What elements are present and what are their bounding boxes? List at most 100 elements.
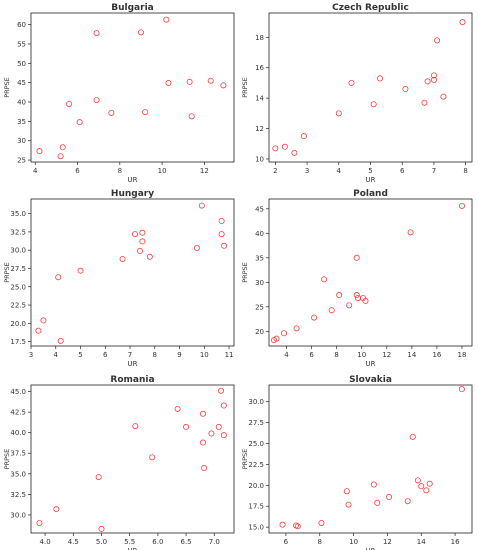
- data-point: [281, 143, 288, 150]
- data-point: [279, 521, 286, 528]
- data-point: [149, 454, 156, 461]
- data-point: [215, 423, 222, 430]
- y-tick-label: 35.0: [10, 470, 26, 478]
- y-tick-label: 40: [255, 230, 264, 238]
- data-point: [218, 231, 225, 238]
- y-tick-label: 35.0: [10, 210, 26, 218]
- plot-frame: [30, 12, 235, 163]
- y-tick-label: 22.5: [10, 302, 26, 310]
- x-tick-label: 4.0: [40, 538, 51, 546]
- plot-frame: [30, 384, 235, 534]
- data-point: [291, 149, 298, 156]
- x-axis-label: UR: [366, 176, 376, 184]
- y-tick-label: 45: [255, 205, 264, 213]
- data-point: [321, 276, 328, 283]
- x-tick-label: 12: [200, 167, 209, 175]
- data-point: [336, 292, 343, 299]
- chart-panel-5: Slovakia 6 8 10 12 14 16 15.0 17.5 20.0 22.5 25.0 27…: [241, 375, 473, 550]
- data-point: [163, 16, 170, 23]
- x-tick-label: 12: [383, 538, 392, 546]
- data-point: [220, 402, 227, 409]
- data-point: [345, 501, 352, 508]
- y-tick-label: 35: [255, 254, 264, 262]
- data-point: [36, 520, 43, 527]
- data-point: [57, 337, 64, 344]
- x-tick-label: 4: [284, 351, 289, 359]
- data-point: [93, 97, 100, 104]
- y-tick-label: 22.5: [248, 461, 264, 469]
- data-point: [423, 487, 430, 494]
- data-point: [201, 465, 208, 472]
- y-tick-label: 10: [255, 155, 264, 163]
- data-point: [208, 430, 215, 437]
- data-point: [402, 86, 409, 93]
- y-tick-label: 32.5: [10, 491, 26, 499]
- data-point: [221, 242, 228, 249]
- x-tick-label: 5.0: [96, 538, 107, 546]
- x-tick-label: 7.0: [209, 538, 220, 546]
- data-point: [318, 519, 325, 526]
- data-point: [430, 72, 437, 79]
- data-point: [424, 78, 431, 85]
- chart-title: Slovakia: [349, 375, 392, 385]
- x-tick-label: 4: [337, 167, 342, 175]
- x-tick-label: 8: [118, 167, 122, 175]
- y-tick-label: 37.5: [10, 450, 26, 458]
- y-axis-label: PRPSE: [241, 449, 249, 470]
- data-point: [207, 77, 214, 84]
- y-tick-label: 30: [255, 279, 264, 287]
- y-axis-label: PRPSE: [241, 262, 249, 283]
- plot-frame: [268, 12, 473, 163]
- data-point: [40, 317, 47, 324]
- data-point: [353, 292, 360, 299]
- data-point: [53, 506, 60, 513]
- data-point: [132, 423, 139, 430]
- x-tick-label: 16: [432, 351, 441, 359]
- chart-panel-4: Romania 4.0 4.5 5.0 5.5 6.0 6.5 7.0 30.0 32.5 35.0…: [3, 375, 235, 550]
- y-tick-label: 40.0: [10, 429, 26, 437]
- chart-panel-1: Czech Republic 2 3 4 5 6 7 8 10 12 14 16 18 UR PRPSE: [241, 3, 473, 184]
- data-point: [142, 109, 149, 116]
- x-tick-label: 4: [54, 351, 59, 359]
- data-point: [183, 423, 190, 430]
- data-point: [426, 480, 433, 487]
- data-point: [370, 101, 377, 108]
- data-point: [93, 30, 100, 37]
- y-tick-label: 27.5: [248, 419, 264, 427]
- x-tick-label: 8: [334, 351, 338, 359]
- y-tick-label: 60: [17, 21, 26, 29]
- data-point: [414, 477, 421, 484]
- y-tick-label: 27.5: [10, 265, 26, 273]
- data-point: [139, 229, 146, 236]
- data-point: [374, 499, 381, 506]
- x-tick-label: 12: [382, 351, 391, 359]
- data-point: [98, 525, 105, 532]
- x-tick-label: 10: [349, 538, 358, 546]
- chart-title: Romania: [110, 375, 154, 385]
- chart-title: Poland: [353, 189, 388, 199]
- x-tick-label: 5: [368, 167, 372, 175]
- x-axis-label: UR: [128, 360, 138, 368]
- x-tick-label: 6: [284, 538, 289, 546]
- data-point: [136, 247, 143, 254]
- data-point: [55, 274, 62, 281]
- data-point: [220, 82, 227, 89]
- data-point: [370, 481, 377, 488]
- plot-frame: [268, 384, 473, 534]
- y-tick-label: 30.0: [10, 247, 26, 255]
- x-tick-label: 16: [451, 538, 460, 546]
- data-point: [186, 78, 193, 85]
- y-tick-label: 45: [17, 79, 26, 87]
- data-point: [421, 99, 428, 106]
- data-point: [35, 327, 42, 334]
- y-tick-label: 16: [255, 64, 264, 72]
- data-point: [57, 153, 64, 160]
- x-tick-label: 7: [432, 167, 436, 175]
- x-tick-label: 4: [33, 167, 38, 175]
- x-tick-label: 6: [103, 351, 108, 359]
- y-axis-label: PRPSE: [241, 77, 249, 98]
- x-axis-label: UR: [128, 547, 138, 550]
- data-point: [131, 231, 138, 238]
- data-point: [108, 109, 115, 116]
- data-point: [300, 133, 307, 140]
